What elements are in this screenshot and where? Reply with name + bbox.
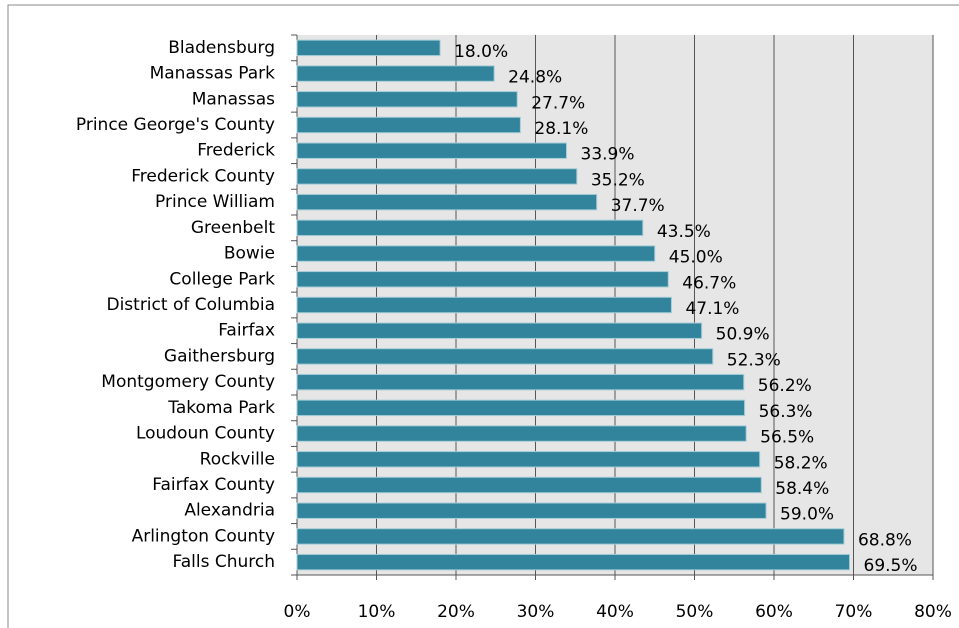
y-tick-label: Fairfax — [218, 321, 275, 341]
bar — [296, 476, 762, 494]
bar — [296, 553, 851, 571]
x-tick-label: 10% — [358, 602, 396, 622]
x-tick-label: 40% — [596, 602, 634, 622]
y-tick-label: Prince William — [155, 192, 275, 212]
data-label: 68.8% — [858, 530, 912, 550]
bar — [296, 168, 578, 185]
bar — [296, 219, 644, 237]
bar — [296, 502, 767, 519]
data-label: 50.9% — [716, 325, 770, 345]
x-tick-label: 20% — [437, 602, 475, 622]
data-label: 27.7% — [531, 93, 585, 113]
data-label: 56.5% — [760, 428, 814, 448]
bar — [296, 271, 669, 288]
bar — [296, 142, 568, 159]
y-tick-label: College Park — [169, 269, 275, 289]
bar — [296, 116, 521, 134]
y-tick-label: Manassas Park — [150, 64, 276, 84]
data-label: 56.3% — [759, 402, 813, 422]
bar — [296, 296, 672, 314]
y-tick-label: Prince George's County — [76, 115, 275, 135]
bar — [296, 65, 495, 82]
data-label: 69.5% — [864, 556, 918, 576]
data-label: 35.2% — [591, 170, 645, 190]
bar — [296, 348, 714, 365]
y-tick-label: Takoma Park — [167, 398, 275, 418]
bar — [296, 322, 703, 339]
y-tick-label: Frederick — [197, 141, 275, 161]
data-label: 47.1% — [685, 299, 739, 319]
data-label: 24.8% — [508, 68, 562, 88]
y-tick-label: Bowie — [224, 244, 275, 264]
data-label: 45.0% — [669, 248, 723, 268]
data-label: 18.0% — [454, 42, 508, 62]
data-label: 37.7% — [611, 196, 665, 216]
bar — [296, 528, 845, 545]
y-tick-label: Manassas — [192, 89, 275, 109]
y-tick-label: Falls Church — [173, 552, 276, 572]
bar — [296, 91, 518, 108]
y-tick-label: District of Columbia — [106, 295, 275, 315]
bar — [296, 373, 745, 391]
data-label: 28.1% — [534, 119, 588, 139]
data-label: 59.0% — [780, 505, 834, 525]
data-label: 58.2% — [774, 453, 828, 473]
data-label: 58.4% — [775, 479, 829, 499]
y-tick-label: Bladensburg — [168, 38, 275, 58]
data-label: 46.7% — [682, 273, 736, 293]
x-tick-label: 50% — [676, 602, 714, 622]
x-tick-label: 30% — [517, 602, 555, 622]
bar — [296, 451, 761, 468]
data-label: 33.9% — [581, 145, 635, 165]
y-tick-label: Rockville — [200, 449, 275, 469]
bar — [296, 39, 441, 57]
bar — [296, 193, 598, 211]
x-tick-label: 0% — [284, 602, 311, 622]
y-tick-label: Gaithersburg — [164, 346, 275, 366]
x-tick-label: 80% — [914, 602, 952, 622]
bar — [296, 245, 656, 262]
data-label: 52.3% — [727, 350, 781, 370]
bar — [296, 425, 747, 442]
y-tick-label: Alexandria — [184, 501, 275, 521]
y-tick-label: Arlington County — [132, 526, 275, 546]
data-label: 43.5% — [657, 222, 711, 242]
data-label: 56.2% — [758, 376, 812, 396]
y-tick-label: Loudoun County — [136, 424, 275, 444]
y-tick-label: Greenbelt — [191, 218, 275, 238]
y-tick-label: Fairfax County — [152, 475, 275, 495]
x-tick-label: 60% — [755, 602, 793, 622]
bar — [296, 399, 746, 417]
x-tick-label: 70% — [835, 602, 873, 622]
y-tick-label: Frederick County — [131, 166, 275, 186]
y-tick-label: Montgomery County — [101, 372, 275, 392]
